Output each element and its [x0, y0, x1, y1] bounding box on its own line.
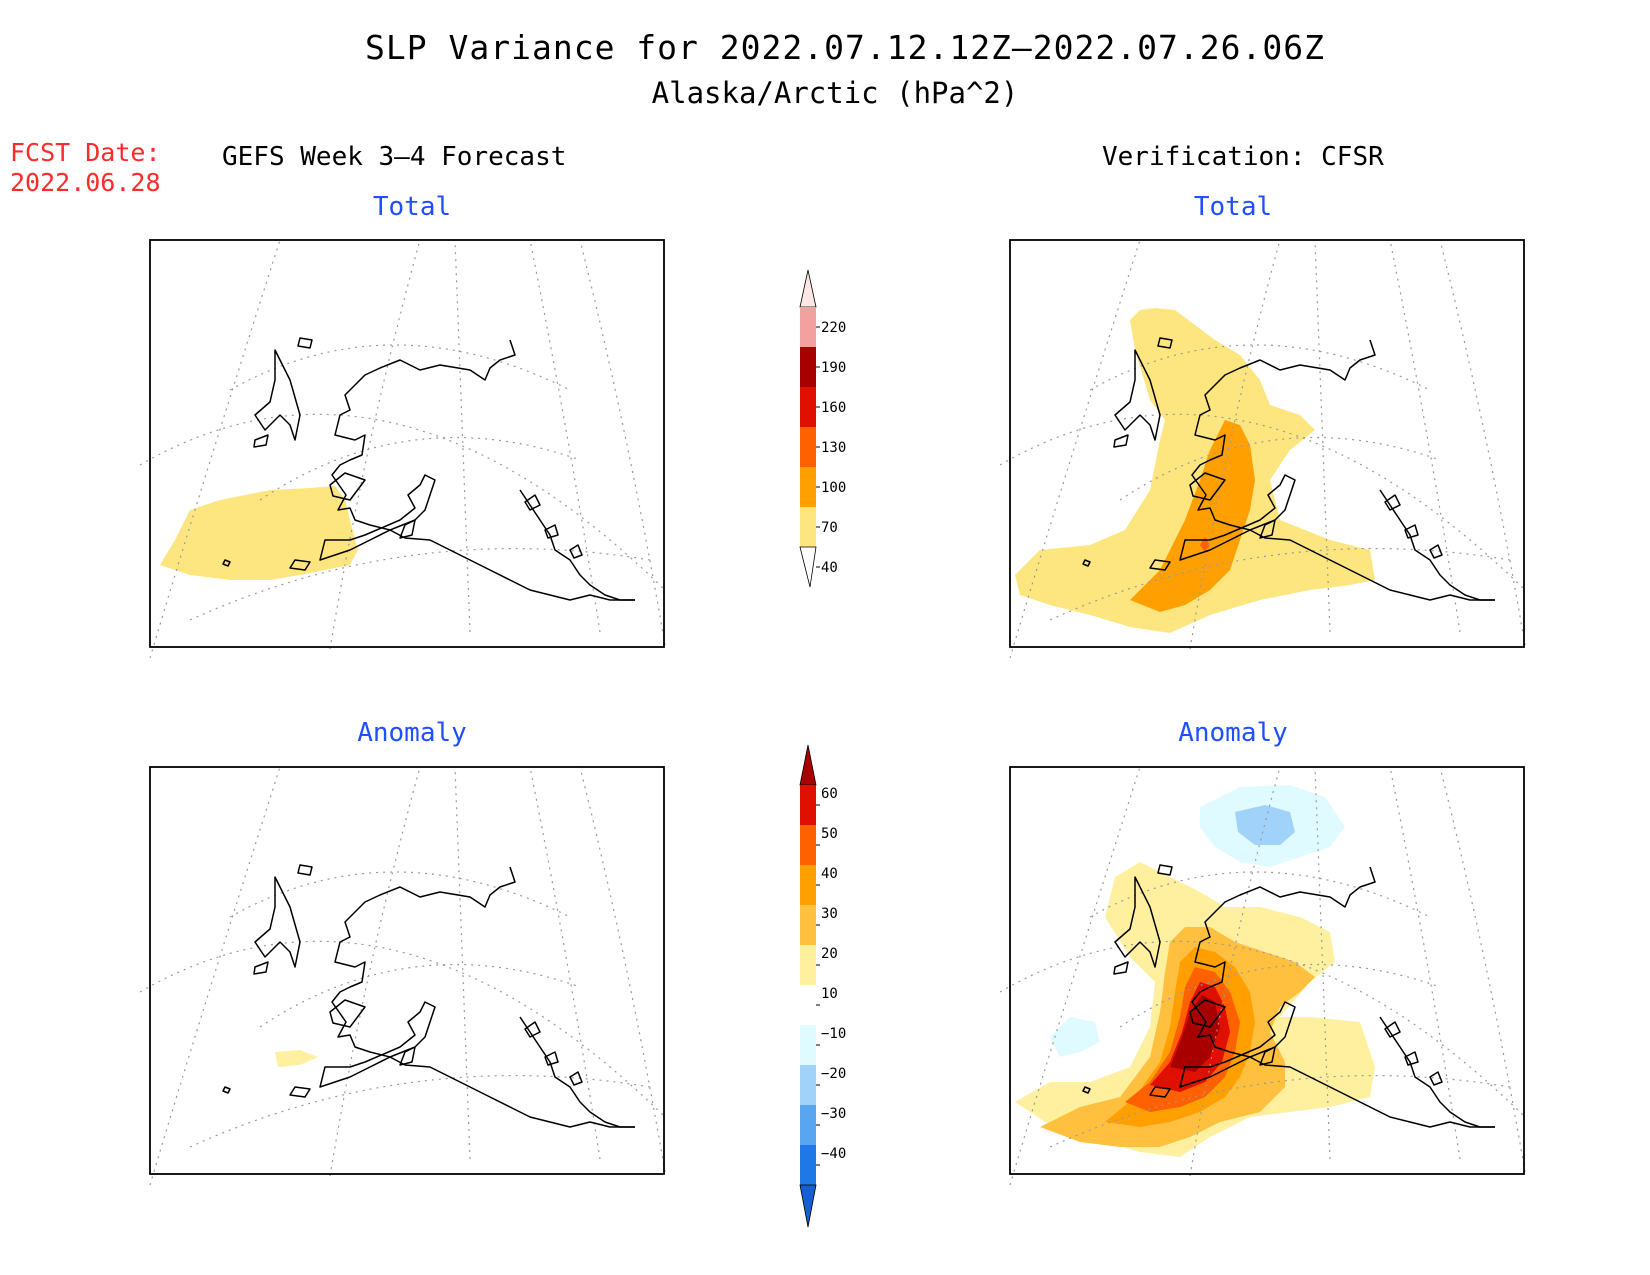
anomaly-colorbar-segment [800, 825, 816, 865]
total-colorbar-tick-label: 220 [821, 320, 846, 336]
anomaly-colorbar-tick-label: 30 [821, 906, 838, 922]
total-colorbar-tick-label: 40 [821, 560, 838, 576]
total-colorbar-tick-label: 190 [821, 360, 846, 376]
anomaly-colorbar-segment [800, 1025, 816, 1065]
total-colorbar: 220 190 160 130 100 70 40 [799, 269, 846, 588]
total-colorbar-segment [800, 467, 816, 507]
anomaly-colorbar-tick-label: 20 [821, 946, 838, 962]
forecast-total-subtitle: Total [372, 192, 452, 222]
anomaly-colorbar-segment [800, 1145, 816, 1185]
anomaly-colorbar-bottom-tip [799, 1184, 817, 1228]
forecast-anomaly-subtitle: Anomaly [357, 718, 467, 748]
anomaly-colorbar-tick-label: 10 [821, 986, 838, 1002]
forecast-total-map [139, 239, 666, 659]
forecast-date-block: FCST Date: 2022.06.28 [10, 138, 161, 198]
plot-subtitle: Alaska/Arctic (hPa^2) [651, 76, 1019, 110]
total-colorbar-tick-label: 70 [821, 520, 838, 536]
variance-40-70-region [160, 486, 358, 580]
verification-total-subtitle: Total [1193, 192, 1273, 222]
total-colorbar-tick-label: 100 [821, 480, 846, 496]
anomaly-colorbar: 60 50 40 30 20 10 −10 −20 −30 −40 [799, 744, 846, 1228]
anomaly-colorbar-tick-label: 40 [821, 866, 838, 882]
forecast-date-label: FCST Date: [10, 138, 161, 167]
anomaly-colorbar-tick-label: 60 [821, 786, 838, 802]
total-colorbar-tick-label: 160 [821, 400, 846, 416]
anomaly-colorbar-segment [800, 785, 816, 825]
anomaly-colorbar-tick-label: 50 [821, 826, 838, 842]
forecast-anomaly-map [139, 766, 666, 1186]
total-colorbar-segment [800, 347, 816, 387]
anomaly-colorbar-tick-label: −30 [821, 1106, 846, 1122]
forecast-date-value: 2022.06.28 [10, 168, 161, 197]
anomaly-colorbar-segment [800, 985, 816, 1025]
anomaly-negative-10-west-region [1050, 1017, 1100, 1057]
anomaly-over-60-region [1170, 995, 1220, 1072]
total-colorbar-top-tip [799, 269, 817, 308]
verification-column-header: Verification: CFSR [1102, 142, 1384, 172]
anomaly-colorbar-segment [800, 1105, 816, 1145]
anomaly-colorbar-tick-label: −10 [821, 1026, 846, 1042]
variance-100-130-region [1200, 537, 1210, 552]
total-colorbar-segment [800, 507, 816, 547]
verification-total-map [999, 239, 1526, 659]
total-colorbar-segment [800, 427, 816, 467]
total-colorbar-tick-label: 130 [821, 440, 846, 456]
plot-title: SLP Variance for 2022.07.12.12Z–2022.07.… [365, 28, 1325, 67]
anomaly-colorbar-tick-label: −20 [821, 1066, 846, 1082]
total-colorbar-segment [800, 307, 816, 347]
total-colorbar-bottom-tip [799, 546, 817, 588]
verification-anomaly-subtitle: Anomaly [1178, 718, 1288, 748]
anomaly-colorbar-segment [800, 865, 816, 905]
anomaly-colorbar-top-tip [799, 744, 817, 786]
anomaly-colorbar-segment [800, 1065, 816, 1105]
anomaly-10-20-region [275, 1050, 318, 1067]
anomaly-colorbar-segment [800, 945, 816, 985]
verification-anomaly-map [999, 766, 1526, 1186]
forecast-column-header: GEFS Week 3–4 Forecast [222, 142, 567, 172]
total-colorbar-segment [800, 387, 816, 427]
anomaly-colorbar-tick-label: −40 [821, 1146, 846, 1162]
anomaly-colorbar-segment [800, 905, 816, 945]
